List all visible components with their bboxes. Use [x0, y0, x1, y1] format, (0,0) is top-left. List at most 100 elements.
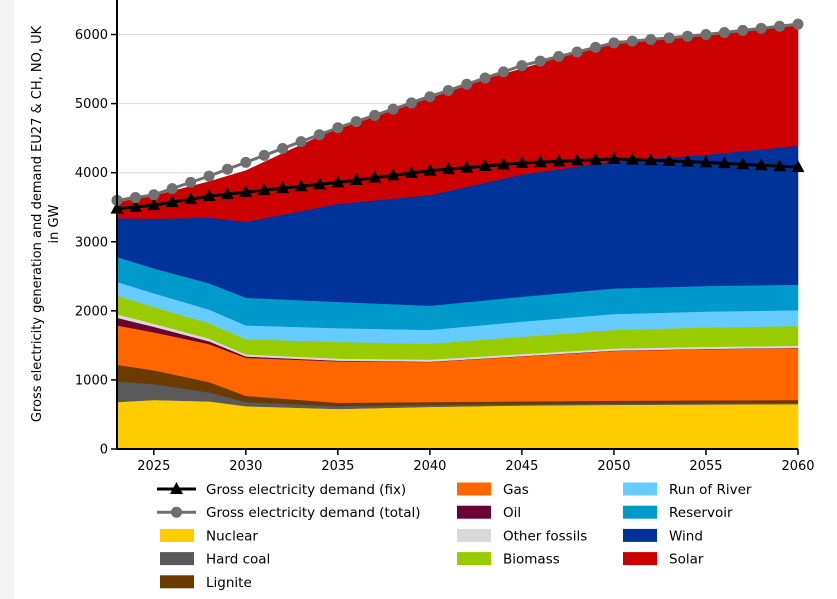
marker-gross-electricity-demand-total [700, 29, 712, 41]
legend-swatch-oil [457, 505, 491, 519]
x-tick-label: 2030 [229, 459, 262, 474]
x-tick-label: 2045 [505, 459, 538, 474]
marker-gross-electricity-demand-fix [773, 159, 787, 172]
marker-gross-electricity-demand-total [755, 22, 767, 34]
legend-label-gross-electricity-demand-total: Gross electricity demand (total) [206, 505, 421, 521]
legend-swatch-solar [623, 552, 657, 566]
marker-gross-electricity-demand-fix [644, 153, 658, 166]
legend-swatch-nuclear [160, 528, 194, 542]
marker-gross-electricity-demand-total [534, 55, 546, 67]
marker-gross-electricity-demand-total [277, 143, 289, 155]
marker-gross-electricity-demand-fix [294, 179, 308, 192]
legend-label-run-of-river: Run of River [669, 482, 752, 498]
legend-swatch-hard-coal [160, 552, 194, 566]
marker-gross-electricity-demand-total [221, 163, 233, 175]
y-tick-label: 4000 [75, 166, 108, 181]
marker-gross-electricity-demand-fix [202, 189, 216, 202]
y-tick-label: 3000 [75, 235, 108, 250]
marker-gross-electricity-demand-fix [165, 195, 179, 208]
marker-gross-electricity-demand-total [313, 129, 325, 141]
marker-gross-electricity-demand-fix [699, 155, 713, 168]
legend-label-gross-electricity-demand-fix: Gross electricity demand (fix) [206, 482, 406, 498]
marker-gross-electricity-demand-total [516, 60, 528, 72]
demand-lines [110, 18, 805, 214]
area-solar [116, 23, 799, 222]
marker-gross-electricity-demand-total [590, 41, 602, 53]
x-tick-label: 2060 [781, 459, 814, 474]
y-tick-label: 2000 [75, 304, 108, 319]
marker-gross-electricity-demand-total [148, 189, 160, 201]
marker-gross-electricity-demand-fix [147, 198, 161, 211]
legend-label-lignite: Lignite [206, 575, 252, 591]
legend-swatch-gas [457, 482, 491, 496]
marker-gross-electricity-demand-fix [184, 192, 198, 205]
legend-swatch-reservoir [623, 505, 657, 519]
marker-gross-electricity-demand-fix [497, 157, 511, 170]
marker-gross-electricity-demand-fix [717, 156, 731, 169]
legend-swatch-other-fossils [457, 528, 491, 542]
marker-gross-electricity-demand-total [240, 156, 252, 168]
marker-gross-electricity-demand-total [442, 84, 454, 96]
line-gross-electricity-demand-fix [116, 157, 799, 211]
marker-gross-electricity-demand-fix [276, 181, 290, 194]
legend: Gross electricity demand (fix) Gross elec… [157, 482, 752, 591]
marker-gross-electricity-demand-total [774, 20, 786, 32]
marker-gross-electricity-demand-fix [368, 170, 382, 183]
stacked-areas [116, 23, 799, 450]
marker-gross-electricity-demand-total [553, 51, 565, 63]
marker-gross-electricity-demand-total [203, 170, 215, 182]
marker-gross-electricity-demand-fix [220, 187, 234, 200]
marker-gross-electricity-demand-total [737, 24, 749, 36]
marker-gross-electricity-demand-fix [312, 177, 326, 190]
legend-label-hard-coal: Hard coal [206, 552, 270, 568]
legend-marker-gross-electricity-demand-total [171, 506, 182, 518]
marker-gross-electricity-demand-fix [625, 152, 639, 165]
marker-gross-electricity-demand-fix [239, 185, 253, 198]
legend-swatch-lignite [160, 575, 194, 589]
marker-gross-electricity-demand-total [792, 18, 804, 30]
marker-gross-electricity-demand-total [350, 116, 362, 128]
marker-gross-electricity-demand-total [498, 66, 510, 78]
legend-label-other-fossils: Other fossils [503, 528, 587, 544]
marker-gross-electricity-demand-total [626, 35, 638, 47]
marker-gross-electricity-demand-total [369, 109, 381, 121]
legend-label-reservoir: Reservoir [669, 505, 733, 521]
marker-gross-electricity-demand-total [479, 72, 491, 84]
y-axis-title: Gross electricity generation and demand … [30, 25, 45, 422]
marker-gross-electricity-demand-fix [460, 160, 474, 173]
line-gross-electricity-demand-total [116, 22, 799, 202]
marker-gross-electricity-demand-fix [662, 153, 676, 166]
marker-gross-electricity-demand-fix [681, 154, 695, 167]
marker-gross-electricity-demand-fix [570, 153, 584, 166]
legend-label-nuclear: Nuclear [206, 528, 258, 544]
marker-gross-electricity-demand-fix [589, 152, 603, 165]
marker-gross-electricity-demand-total [682, 30, 694, 42]
x-tick-label: 2025 [137, 459, 170, 474]
legend-label-solar: Solar [669, 552, 704, 568]
marker-gross-electricity-demand-total [608, 37, 620, 49]
marker-gross-electricity-demand-total [166, 183, 178, 195]
marker-gross-electricity-demand-total [718, 26, 730, 38]
marker-gross-electricity-demand-fix [441, 162, 455, 175]
marker-gross-electricity-demand-total [387, 103, 399, 115]
marker-gross-electricity-demand-fix [128, 199, 142, 212]
legend-swatch-run-of-river [623, 482, 657, 496]
y-tick-label: 6000 [75, 28, 108, 43]
marker-gross-electricity-demand-total [258, 149, 270, 161]
legend-swatch-wind [623, 528, 657, 542]
y-tick-label: 5000 [75, 97, 108, 112]
x-tick-label: 2035 [321, 459, 354, 474]
marker-gross-electricity-demand-total [185, 176, 197, 188]
marker-gross-electricity-demand-total [461, 78, 473, 90]
marker-gross-electricity-demand-fix [349, 173, 363, 186]
x-tick-label: 2055 [689, 459, 722, 474]
marker-gross-electricity-demand-total [405, 97, 417, 109]
x-tick-label: 2040 [413, 459, 446, 474]
legend-label-wind: Wind [669, 528, 703, 544]
legend-label-oil: Oil [503, 505, 521, 521]
marker-gross-electricity-demand-fix [607, 151, 621, 164]
y-tick-label: 0 [100, 443, 108, 458]
marker-gross-electricity-demand-fix [754, 158, 768, 171]
marker-gross-electricity-demand-fix [515, 156, 529, 169]
marker-gross-electricity-demand-total [129, 192, 141, 204]
